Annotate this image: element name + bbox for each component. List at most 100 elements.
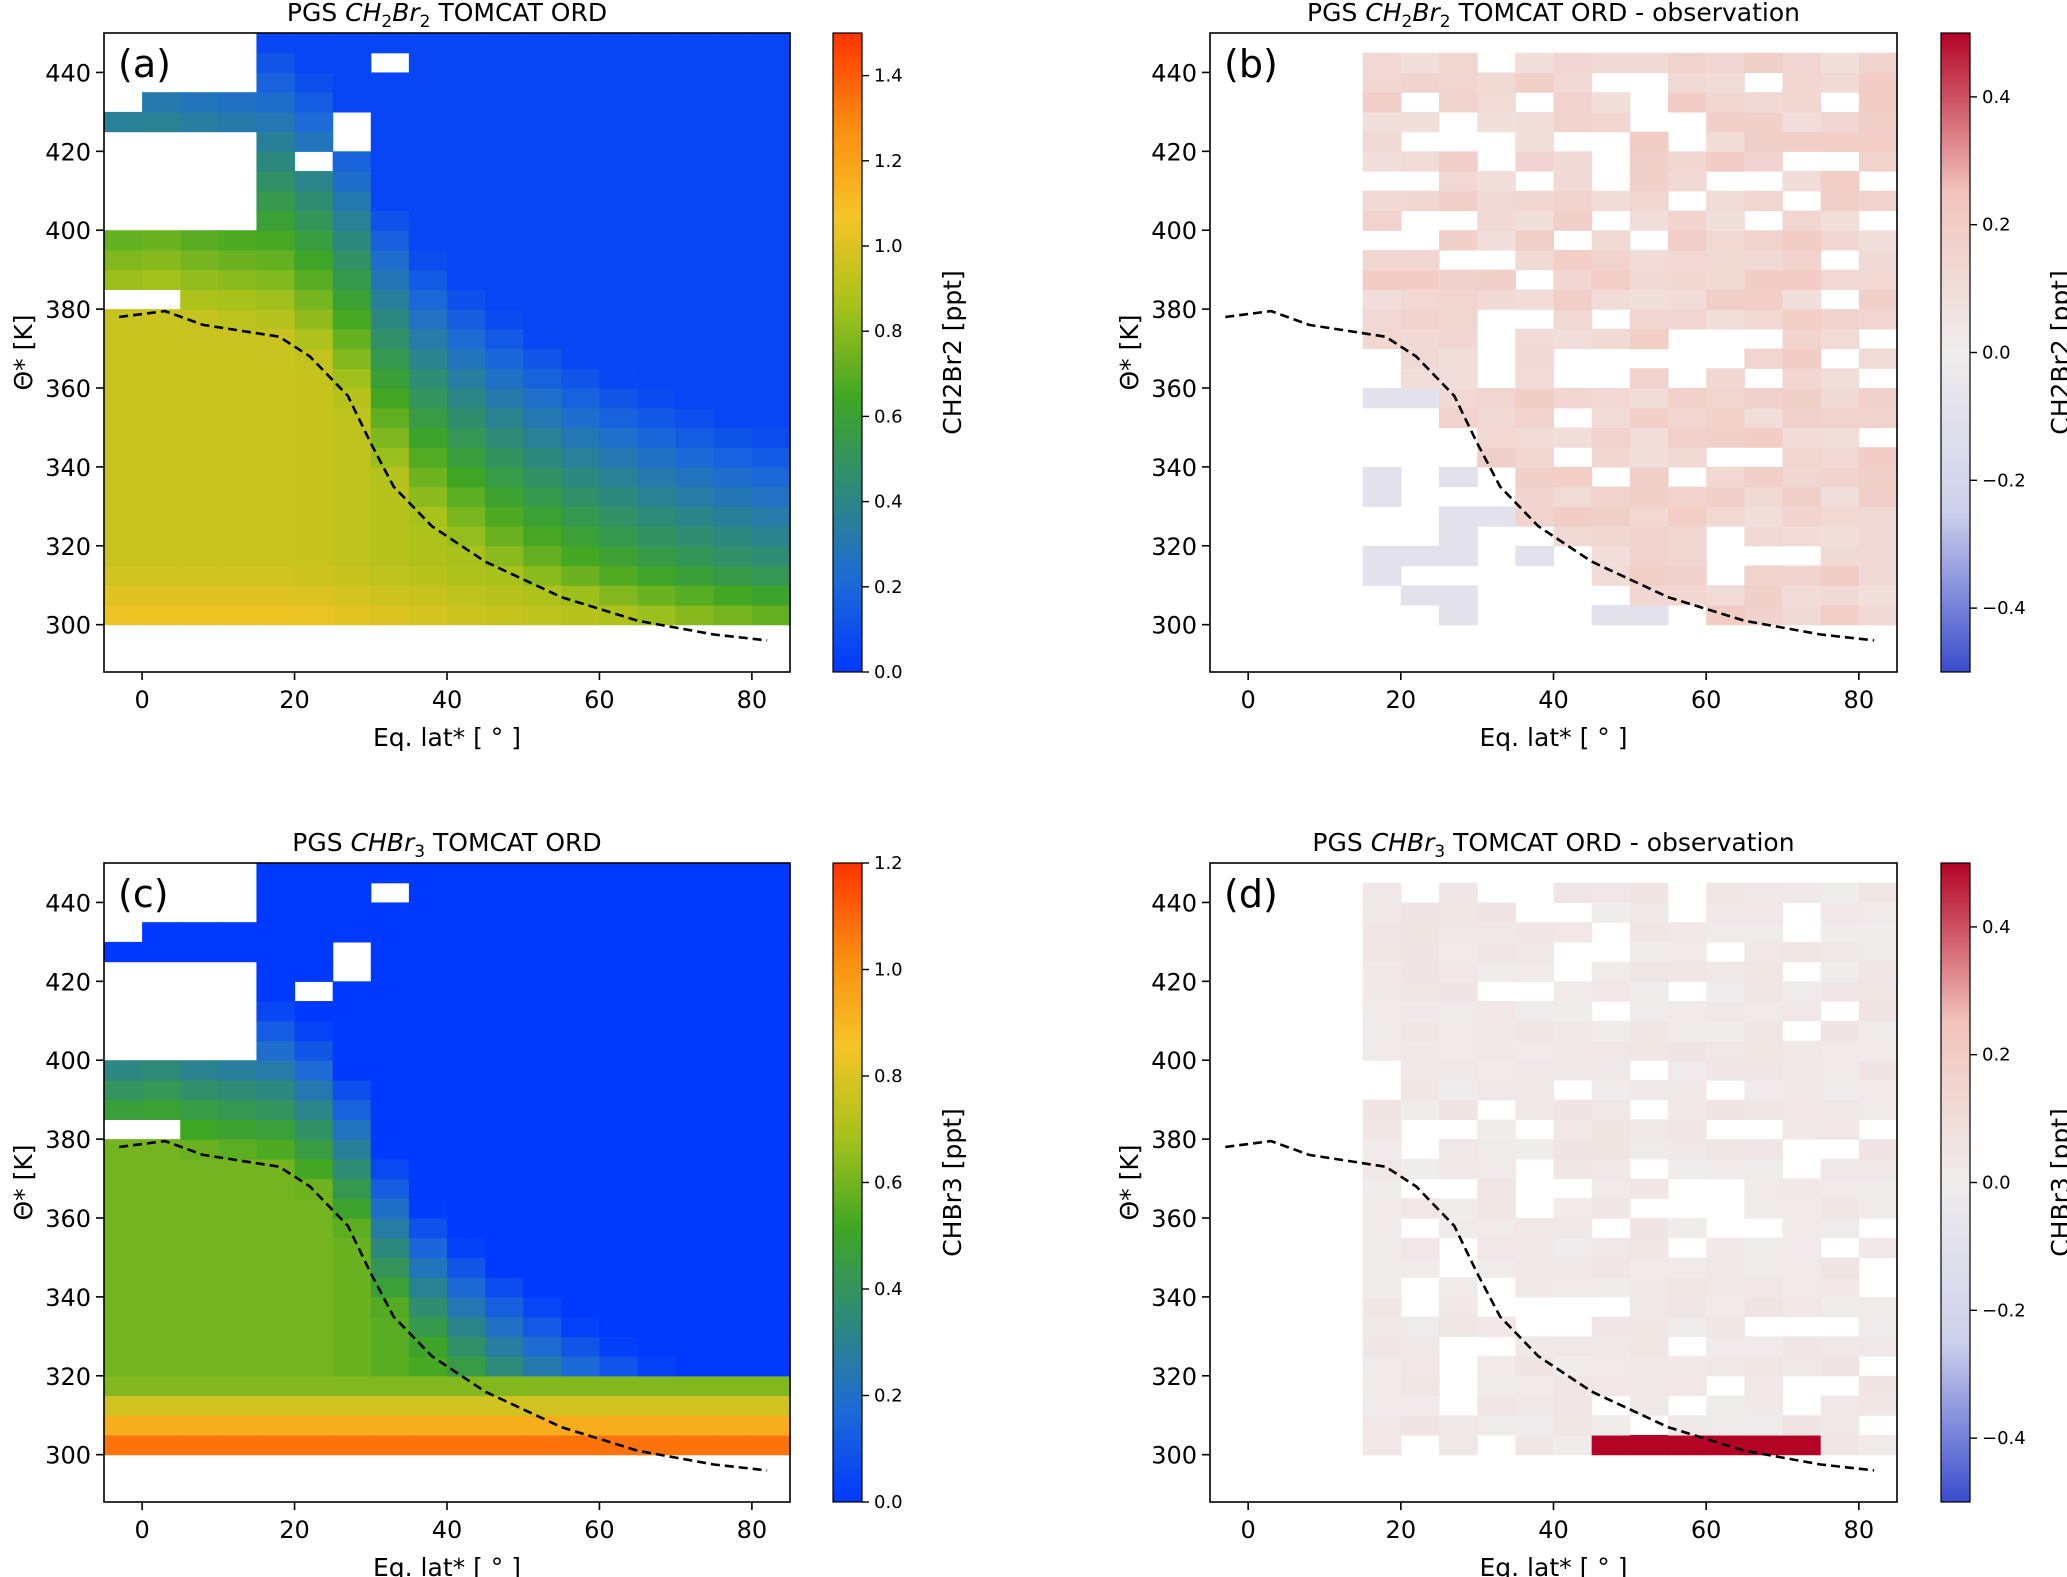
heatmap-cell [1362,545,1402,567]
heatmap-cell [485,1079,524,1101]
heatmap-cell [599,1178,639,1199]
heatmap-cell [142,1296,181,1318]
heatmap-cell [1553,269,1593,290]
heatmap-cell [485,585,524,606]
heatmap-cell [256,882,296,904]
heatmap-cell [332,506,372,527]
heatmap-cell [485,1257,524,1278]
heatmap-cell [142,1158,181,1180]
heatmap-cell [104,230,143,251]
heatmap-cell [370,1395,410,1416]
heatmap-cell [751,1434,791,1456]
heatmap-cell [675,1257,715,1278]
heatmap-cell [332,52,372,74]
heatmap-cell [1744,1237,1784,1259]
heatmap-cell [713,1198,753,1219]
heatmap-cell [1477,1237,1516,1259]
heatmap-cell [561,486,601,507]
heatmap-cell [1400,1060,1440,1081]
heatmap-cell [1782,466,1822,488]
heatmap-cell [751,1139,791,1160]
heatmap-cell [1553,526,1593,547]
heatmap-cell [561,111,601,133]
heatmap-cell [1553,486,1593,507]
heatmap-cell [218,368,258,389]
heatmap-cell [675,863,715,884]
heatmap-cell [637,1395,677,1416]
heatmap-cell [713,1257,753,1278]
heatmap-cell [1477,1356,1516,1377]
heatmap-cell [294,72,334,93]
heatmap-cell [370,171,410,192]
heatmap-cell [1706,486,1745,507]
y-tick-label: 300 [45,612,91,640]
heatmap-cell [142,92,181,113]
heatmap-cell [1782,882,1822,904]
heatmap-cell [1858,882,1898,904]
heatmap-cell [751,1257,791,1278]
heatmap-cell [180,545,219,567]
x-axis-label: Eq. lat* [ ° ] [1480,723,1628,752]
heatmap-cell [1858,151,1898,172]
heatmap-cell [256,526,296,547]
heatmap-cell [1629,1237,1669,1259]
heatmap-cell [447,1099,486,1120]
heatmap-cell [1820,1178,1860,1199]
heatmap-cell [447,1277,486,1298]
heatmap-cell [751,1060,791,1081]
heatmap-cell [751,249,791,271]
heatmap-cell [523,309,562,330]
heatmap-cell [332,1040,372,1061]
heatmap-cell [1668,230,1707,251]
heatmap-cell [180,585,219,606]
heatmap-cell [104,1178,143,1199]
heatmap-cell [523,1020,562,1042]
heatmap-cell [218,1434,258,1456]
heatmap-cell [751,1079,791,1101]
heatmap-cell [637,506,677,527]
colorbar-tick-label: 0.8 [874,321,903,342]
y-tick-label: 400 [45,1047,91,1075]
heatmap-cell [1553,249,1593,271]
heatmap-cell [599,981,639,1002]
heatmap-cell [1668,1356,1707,1377]
heatmap-cell [1820,882,1860,904]
heatmap-cell [1553,1277,1593,1298]
heatmap-cell [180,111,219,133]
heatmap-cell [1553,1257,1593,1278]
heatmap-cell [561,1395,601,1416]
heatmap-cell [1515,922,1555,943]
heatmap-cell [561,545,601,567]
heatmap-cell [104,545,143,567]
heatmap-cell [675,1316,715,1337]
heatmap-cell [256,210,296,231]
heatmap-cell [713,922,753,943]
heatmap-cell [294,407,334,429]
y-tick-label: 380 [1151,296,1197,324]
heatmap-cell [485,33,524,54]
heatmap-cell [1553,1099,1593,1120]
heatmap-cell [370,545,410,567]
heatmap-cell [1820,1415,1860,1436]
heatmap-cell [751,1198,791,1219]
heatmap-cell [675,1395,715,1416]
heatmap-cell [294,1198,334,1219]
heatmap-cell [675,1079,715,1101]
heatmap-cell [408,1316,448,1337]
heatmap-cell [447,565,486,586]
heatmap-cell [485,941,524,963]
heatmap-cell [1439,1415,1478,1436]
heatmap-cell [447,1178,486,1199]
heatmap-cell [675,1158,715,1180]
heatmap-cell [1553,922,1593,943]
heatmap-cell [218,604,258,626]
heatmap-cell [1553,1375,1593,1397]
heatmap-cell [1591,1079,1631,1101]
heatmap-cell [485,1218,524,1239]
heatmap-cell [713,585,753,606]
x-tick-label: 60 [584,1516,615,1544]
heatmap-cell [370,328,410,350]
heatmap-cell [1362,1257,1402,1278]
heatmap-cell [485,1139,524,1160]
heatmap-cell [447,1296,486,1318]
